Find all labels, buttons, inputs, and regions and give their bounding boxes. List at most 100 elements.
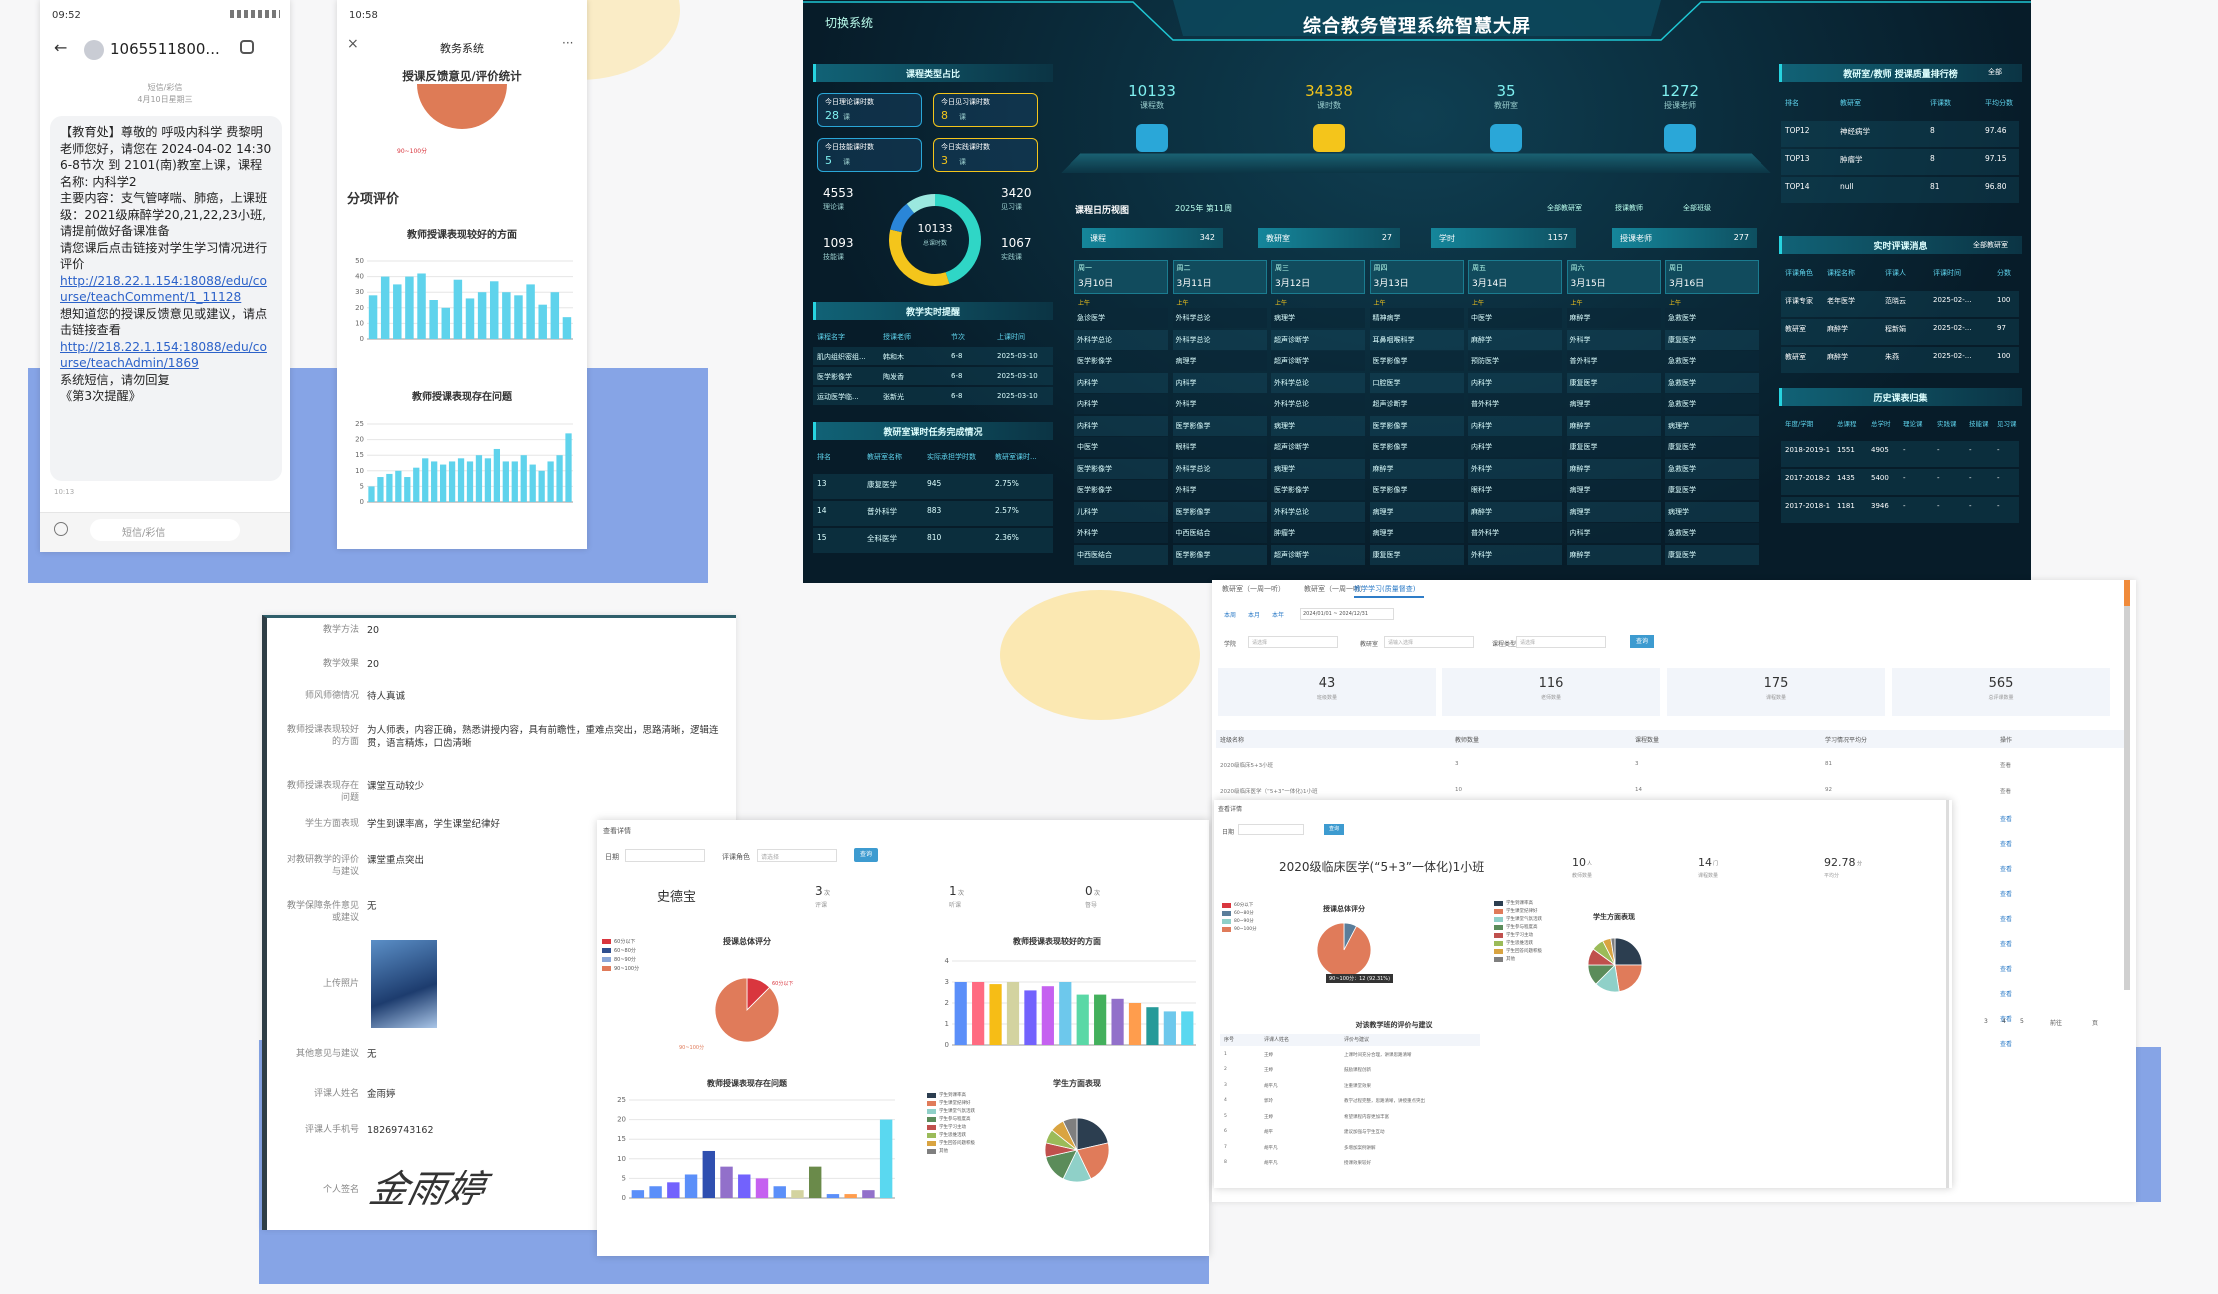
table-header: 教研室课时... [995,453,1037,461]
today-label: 今日理论课时数 [825,98,874,106]
teacher-name: 史德宝 [657,890,697,905]
bar [514,295,523,339]
course-cell-bg [1074,458,1168,479]
course-cell: 医学影像学 [1372,443,1408,451]
table-header: 实践课 [1937,420,1957,428]
table-cell: 810 [927,533,942,542]
platform [1061,153,1771,174]
bar [393,284,402,339]
table-cell: 7 [1224,1144,1227,1150]
table-cell: - [1903,474,1906,482]
course-cell: 麻醉学 [1471,335,1492,344]
stat-unit: 次 [958,890,965,897]
legend-label: 学生课堂气氛活跃 [939,1109,975,1114]
range-option[interactable]: 本月 [1248,612,1261,619]
bar [493,448,501,502]
course-cell-bg [1271,351,1365,371]
close-icon: × [347,36,359,52]
bar [972,982,985,1045]
tab[interactable]: 教研室（一周一听） [1222,585,1285,593]
bar [547,461,554,502]
scroll-thumb [2124,580,2130,606]
stat-value: 175 [1763,676,1789,691]
table-cell: 张新光 [883,393,904,401]
table-cell: - [1937,502,1940,510]
period-label: 上午 [1570,300,1583,307]
tab[interactable]: 教研室（一周一听） [1304,585,1367,593]
bar [1076,994,1089,1045]
bar [453,279,463,339]
course-cell-bg [1566,394,1661,414]
course-cell: 内科学 [1175,378,1197,387]
stat-icon [1490,124,1522,152]
table-cell: 97 [1997,324,2006,332]
calendar-filter: 全部班级 [1683,204,1711,212]
query-button[interactable]: 查询 [854,848,878,862]
view-link[interactable]: 查看 [2000,816,2013,823]
view-link[interactable]: 查看 [2000,941,2013,948]
view-link[interactable]: 查看 [2000,891,2013,898]
table-header: 评价与建议 [1344,1037,1370,1043]
course-cell: 内科学 [1471,378,1492,387]
legend-swatch [602,939,611,944]
period-label: 上午 [1078,300,1091,307]
table-cell: 1 [1224,1051,1227,1057]
table-header: 上课时间 [997,333,1025,341]
table-cell: TOP12 [1785,126,1810,135]
legend-swatch [927,1133,936,1138]
course-cell: 外科学总论 [1077,335,1112,344]
pie-slice [1610,937,1616,966]
course-cell: 中医学 [1471,314,1492,322]
bar [502,461,509,502]
summary-chip [1082,228,1223,248]
panel-title: 历史课表归集 [1873,394,1928,404]
filter-hint: 请输入选择 [1388,640,1414,646]
tab[interactable]: 教学学习(质量督查) [1354,585,1416,593]
view-link[interactable]: 查看 [2000,866,2013,873]
course-cell-bg [1271,394,1365,414]
course-cell: 口腔医学 [1372,378,1401,387]
view-link[interactable]: 查看 [2000,966,2013,973]
view-link[interactable]: 查看 [2000,916,2013,923]
table-header: 节次 [951,333,965,341]
y-tick-label: 50 [355,257,364,265]
table-cell: TOP13 [1785,154,1810,163]
range-option[interactable]: 本年 [1272,612,1285,619]
table-cell: 多增加案例讲解 [1344,1145,1376,1151]
view-link[interactable]: 查看 [2000,1041,2013,1048]
course-cell: 外科学 [1569,335,1591,344]
today-box [817,93,922,127]
legend-swatch [927,1101,936,1106]
course-cell: 康复医学 [1569,443,1598,451]
course-cell: 康复医学 [1372,550,1401,559]
field-value: 金雨婷 [367,1089,396,1100]
table-cell: 2.36% [995,533,1019,542]
table-cell: 郭玲 [1264,1099,1273,1104]
course-cell-bg [1172,394,1267,414]
summary-chip [1431,228,1576,248]
course-cell-bg [1566,523,1661,543]
view-link[interactable]: 查看 [2000,841,2013,848]
course-cell: 病理学 [1372,529,1394,537]
legend-label: 学生思维活跃 [1506,941,1533,946]
legend-swatch [927,1125,936,1130]
pie-slice [935,194,981,284]
legend-swatch [1494,909,1503,914]
course-cell: 中医学 [1077,443,1098,451]
table-cell: 14 [817,506,827,515]
bar [1094,994,1107,1045]
panel-header [1779,64,2022,82]
course-cell-bg [1271,523,1365,543]
course-cell-bg [1369,329,1464,350]
view-link[interactable]: 查看 [2000,1016,2013,1023]
pie-slice [890,203,915,233]
query-button[interactable]: 查询 [1630,635,1654,648]
course-cell-bg [1369,437,1464,457]
bar [826,1194,840,1198]
y-tick-label: 0 [622,1194,626,1202]
bar [441,307,451,339]
table-header: 总学时 [1871,420,1891,428]
query-button[interactable]: 查询 [1324,824,1344,835]
range-option[interactable]: 本周 [1224,612,1237,619]
view-link[interactable]: 查看 [2000,991,2013,998]
